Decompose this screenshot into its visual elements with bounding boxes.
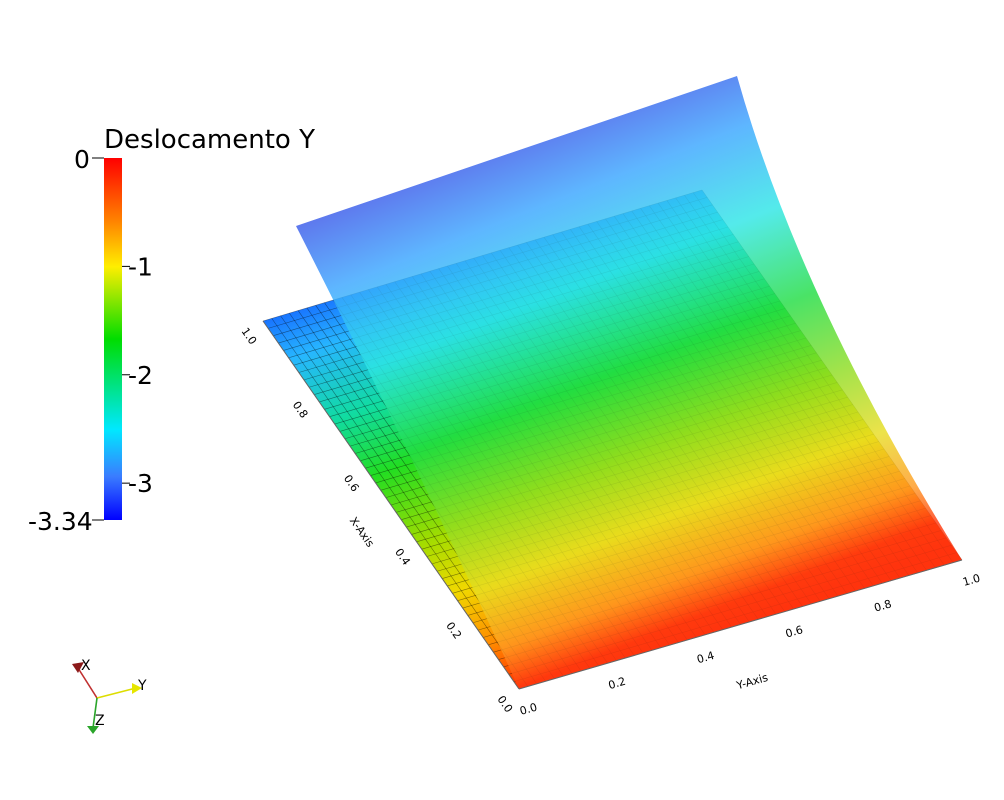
legend-min-label: -3.34 [28,507,93,536]
triad-z-arrow [87,726,99,734]
x-axis-tick-label: 0.6 [341,472,362,494]
y-axis-tick-label: 0.2 [607,675,627,692]
legend-max-label: 0 [74,145,90,174]
deformed-surface [296,76,962,689]
scalar-bar-legend: Deslocamento Y 0 -3.34 -1 -2 -3 [28,125,315,536]
legend-tick-label: -1 [128,252,153,281]
legend-tick-label: -2 [128,361,153,390]
x-axis-tick-label: 0.8 [290,399,311,421]
y-axis-tick-label: 0.6 [784,623,804,640]
y-axis-title: Y-Axis [734,671,770,693]
legend-colorbar [104,158,122,520]
legend-tick-label: -3 [128,469,153,498]
y-axis-tick-label: 0.4 [695,649,715,666]
y-axis-tick-label: 0.8 [873,597,893,614]
x-axis-tick-label: 0.2 [443,620,464,642]
y-axis-tick-label: 1.0 [961,572,981,589]
x-axis-tick-label: 0.0 [495,693,516,715]
orientation-triad: X Y Z [72,658,147,734]
triad-y-label: Y [137,678,147,694]
y-axis-tick-label: 0.0 [518,701,538,718]
triad-x-label: X [81,658,91,674]
y-axis-ticks: 0.0 0.2 0.4 0.6 0.8 1.0 [518,572,981,718]
y-axis-line [518,559,963,690]
x-axis-line [262,320,520,690]
triad-z-label: Z [95,713,105,729]
legend-ticks: -1 -2 -3 [122,252,153,498]
x-axis-tick-label: 1.0 [239,325,260,347]
x-axis-title: X-Axis [347,515,377,550]
triad-y-arrow [132,683,142,694]
x-axis-tick-label: 0.4 [392,546,413,568]
legend-title: Deslocamento Y [104,125,315,155]
triad-x-arrow [72,662,84,673]
